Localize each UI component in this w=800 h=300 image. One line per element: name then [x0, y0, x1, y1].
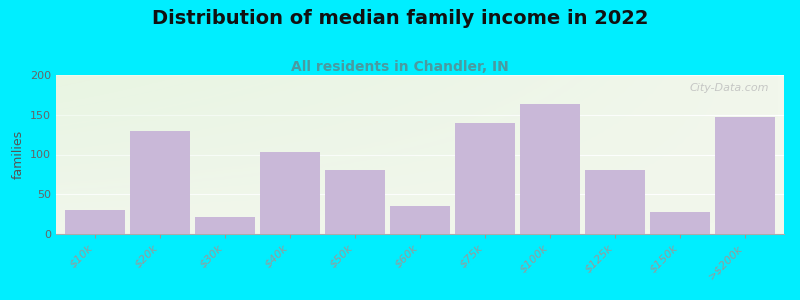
Bar — [65, 210, 125, 234]
Bar — [455, 123, 515, 234]
Bar — [130, 130, 190, 234]
Y-axis label: families: families — [11, 130, 25, 179]
Text: Distribution of median family income in 2022: Distribution of median family income in … — [152, 9, 648, 28]
Bar — [715, 117, 775, 234]
Bar — [325, 170, 385, 234]
Bar — [260, 152, 320, 234]
Text: All residents in Chandler, IN: All residents in Chandler, IN — [291, 60, 509, 74]
Text: City-Data.com: City-Data.com — [690, 83, 770, 93]
Bar — [390, 206, 450, 234]
Bar — [520, 104, 580, 234]
Bar — [585, 170, 645, 234]
Bar — [650, 212, 710, 234]
Bar — [195, 217, 255, 234]
